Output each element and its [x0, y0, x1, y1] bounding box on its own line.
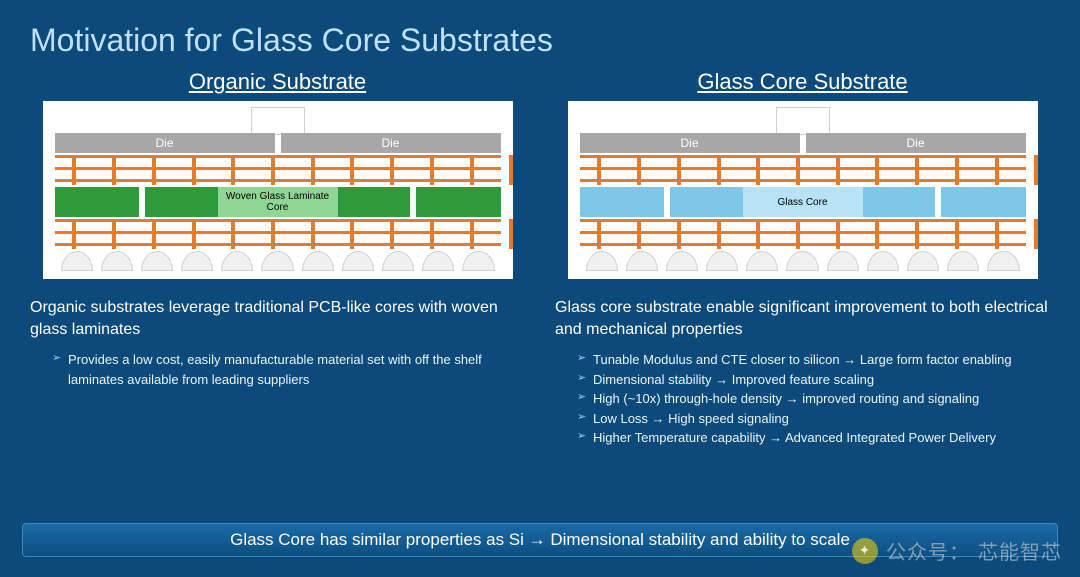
watermark-prefix: 公众号： [886, 536, 970, 565]
right-bullets: Tunable Modulus and CTE closer to silico… [555, 350, 1050, 448]
upper-redistribution-layer [55, 153, 501, 187]
bullet-item: Dimensional stability → Improved feature… [577, 370, 1050, 390]
bullet-item: Higher Temperature capability → Advanced… [577, 428, 1050, 448]
slide-title: Motivation for Glass Core Substrates [30, 22, 1050, 59]
organic-substrate-diagram: Die Die Woven Glass Laminate Core [43, 101, 513, 279]
lower-redistribution-layer [55, 217, 501, 251]
left-column: Organic Substrate Die Die Woven Glass La… [30, 69, 525, 448]
wechat-icon: ✦ [852, 538, 878, 564]
columns: Organic Substrate Die Die Woven Glass La… [30, 69, 1050, 448]
slide: Motivation for Glass Core Substrates Org… [0, 0, 1080, 448]
core-label: Woven Glass Laminate Core [218, 187, 338, 217]
left-bullets: Provides a low cost, easily manufacturab… [30, 350, 525, 389]
bullet-item: Low Loss → High speed signaling [577, 409, 1050, 429]
solder-balls [61, 251, 495, 271]
top-connector [776, 107, 830, 135]
right-description: Glass core substrate enable significant … [555, 297, 1050, 340]
right-heading: Glass Core Substrate [555, 69, 1050, 95]
die-right: Die [806, 133, 1026, 153]
solder-balls [586, 251, 1020, 271]
die-left: Die [55, 133, 275, 153]
die-row: Die Die [580, 133, 1026, 153]
right-column: Glass Core Substrate Die Die Glass Core … [555, 69, 1050, 448]
watermark-name: 芯能智芯 [978, 536, 1062, 565]
die-left: Die [580, 133, 800, 153]
top-connector [251, 107, 305, 135]
lower-redistribution-layer [580, 217, 1026, 251]
die-right: Die [281, 133, 501, 153]
left-heading: Organic Substrate [30, 69, 525, 95]
glass-core-substrate-diagram: Die Die Glass Core [568, 101, 1038, 279]
bullet-item: Tunable Modulus and CTE closer to silico… [577, 350, 1050, 370]
core-label: Glass Core [743, 187, 863, 217]
die-row: Die Die [55, 133, 501, 153]
watermark: ✦ 公众号： 芯能智芯 [852, 536, 1062, 565]
left-description: Organic substrates leverage traditional … [30, 297, 525, 340]
bullet-item: High (~10x) through-hole density → impro… [577, 389, 1050, 409]
bullet-item: Provides a low cost, easily manufacturab… [52, 350, 525, 389]
upper-redistribution-layer [580, 153, 1026, 187]
